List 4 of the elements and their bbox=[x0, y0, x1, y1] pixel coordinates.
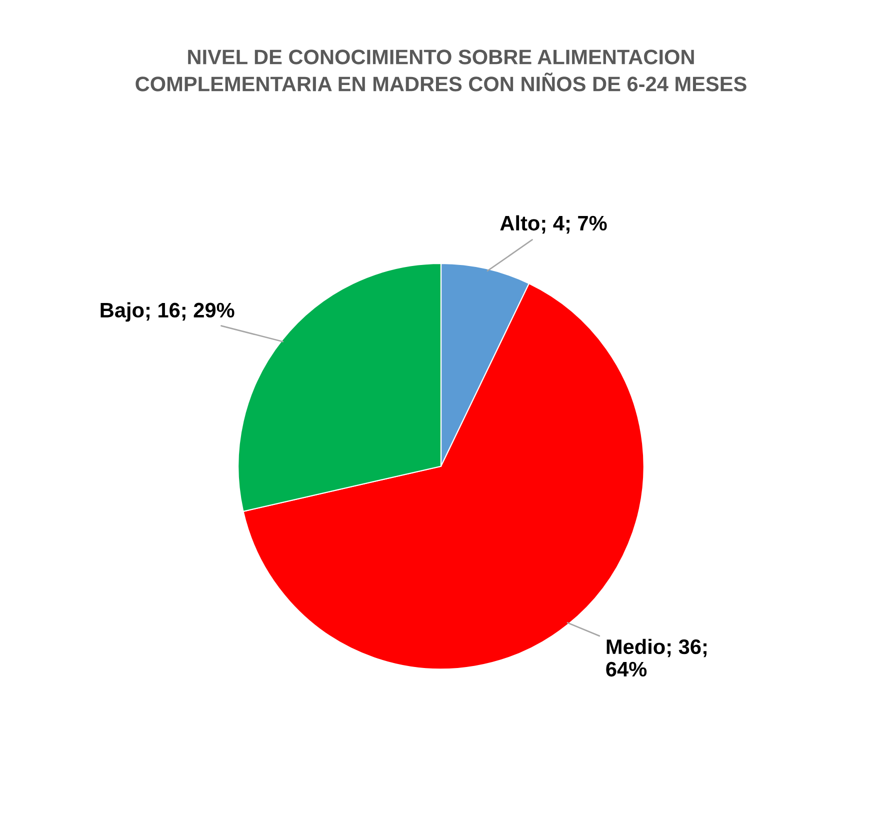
chart-title: NIVEL DE CONOCIMIENTO SOBRE ALIMENTACION COMPLEMENTARIA EN MADRES CON NIÑOS DE 6-24 MESES bbox=[136, 50, 746, 92]
slice-label: Bajo; 16; 29% bbox=[100, 302, 234, 322]
slice-label: Alto; 4; 7% bbox=[500, 215, 607, 234]
slice-label: Medio; 36; 64% bbox=[606, 638, 706, 677]
